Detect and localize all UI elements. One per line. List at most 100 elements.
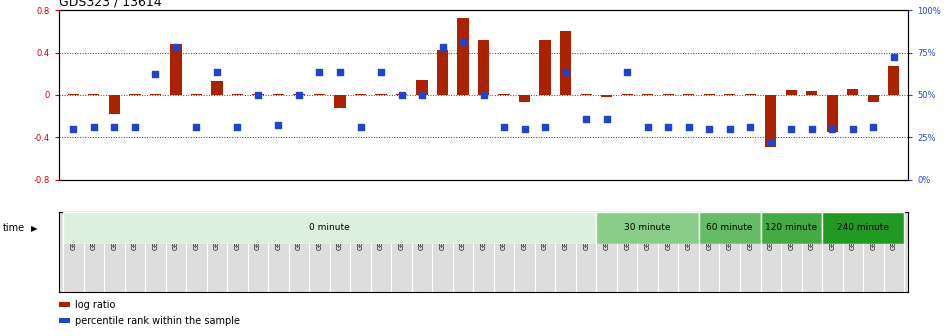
Bar xyxy=(396,94,407,95)
Point xyxy=(825,126,840,132)
Bar xyxy=(314,94,325,95)
Point xyxy=(886,54,902,59)
Point xyxy=(312,69,327,74)
Text: GSM5834: GSM5834 xyxy=(542,218,548,250)
Bar xyxy=(478,40,489,95)
Text: GSM5823: GSM5823 xyxy=(317,218,322,250)
Point xyxy=(353,124,368,129)
Text: GSM5821: GSM5821 xyxy=(276,218,281,250)
Bar xyxy=(699,212,761,244)
Bar xyxy=(622,94,632,95)
Text: GSM5822: GSM5822 xyxy=(296,218,302,250)
Bar xyxy=(888,66,900,95)
Text: GSM5827: GSM5827 xyxy=(398,218,404,250)
Point xyxy=(168,44,184,50)
Bar xyxy=(745,94,756,95)
Text: GSM5843: GSM5843 xyxy=(727,218,732,250)
Point xyxy=(517,126,533,132)
Point xyxy=(661,124,676,129)
Text: GSM5817: GSM5817 xyxy=(193,218,200,250)
Text: GSM5833: GSM5833 xyxy=(521,218,528,250)
Point xyxy=(681,124,696,129)
Text: 30 minute: 30 minute xyxy=(625,223,671,232)
Point xyxy=(640,124,655,129)
Text: GSM5825: GSM5825 xyxy=(358,218,363,250)
Bar xyxy=(596,212,699,244)
Text: GSM5820: GSM5820 xyxy=(255,218,261,250)
Point xyxy=(702,126,717,132)
Text: GSM5847: GSM5847 xyxy=(808,218,815,250)
Text: GSM5851: GSM5851 xyxy=(891,218,897,250)
Point xyxy=(250,92,265,98)
Point xyxy=(578,117,593,122)
Text: GSM5832: GSM5832 xyxy=(501,218,507,250)
Bar xyxy=(663,94,674,95)
Point xyxy=(845,126,861,132)
Bar xyxy=(642,94,653,95)
Bar xyxy=(232,94,243,95)
Point xyxy=(127,124,143,129)
Point xyxy=(230,124,245,129)
Bar xyxy=(704,94,715,95)
Text: 60 minute: 60 minute xyxy=(707,223,753,232)
Text: GSM5845: GSM5845 xyxy=(767,218,774,250)
Bar xyxy=(149,94,161,95)
Point xyxy=(496,124,512,129)
Point xyxy=(291,92,306,98)
Bar xyxy=(766,95,776,147)
Text: GSM5813: GSM5813 xyxy=(111,218,117,250)
Text: GSM5814: GSM5814 xyxy=(132,218,138,250)
Bar xyxy=(867,95,879,102)
Text: GSM5848: GSM5848 xyxy=(829,218,835,250)
Bar xyxy=(68,94,79,95)
Point xyxy=(805,126,820,132)
Text: GSM5836: GSM5836 xyxy=(583,218,590,250)
Bar xyxy=(417,80,428,95)
Point xyxy=(743,124,758,129)
Point xyxy=(722,126,737,132)
Bar xyxy=(355,94,366,95)
Point xyxy=(476,92,491,98)
Bar xyxy=(129,94,141,95)
Point xyxy=(865,124,881,129)
Text: GSM5839: GSM5839 xyxy=(645,218,650,250)
Bar xyxy=(539,40,551,95)
Text: log ratio: log ratio xyxy=(75,300,115,310)
Point xyxy=(558,69,573,74)
Text: time: time xyxy=(3,223,25,234)
Point xyxy=(66,126,81,132)
Point xyxy=(209,69,224,74)
Bar xyxy=(376,94,387,95)
Text: GSM5844: GSM5844 xyxy=(747,218,753,250)
Text: GSM5842: GSM5842 xyxy=(707,218,712,250)
Bar xyxy=(580,94,592,95)
Text: GSM5816: GSM5816 xyxy=(173,218,179,250)
Text: GSM5831: GSM5831 xyxy=(480,218,487,250)
Bar xyxy=(822,212,904,244)
Text: GSM5829: GSM5829 xyxy=(439,218,446,250)
Text: 0 minute: 0 minute xyxy=(309,223,350,232)
Bar xyxy=(170,44,182,95)
Bar xyxy=(211,81,223,95)
Bar xyxy=(786,90,797,95)
Bar xyxy=(457,17,469,95)
Point xyxy=(394,92,409,98)
Text: percentile rank within the sample: percentile rank within the sample xyxy=(75,316,241,326)
Bar xyxy=(191,94,202,95)
Point xyxy=(537,124,553,129)
Point xyxy=(87,124,102,129)
Bar xyxy=(519,95,531,102)
Text: 240 minute: 240 minute xyxy=(837,223,889,232)
Bar xyxy=(498,94,510,95)
Text: GSM5850: GSM5850 xyxy=(870,218,876,250)
Point xyxy=(333,69,348,74)
Point xyxy=(763,139,778,144)
Text: GSM5838: GSM5838 xyxy=(624,218,631,250)
Text: GSM5819: GSM5819 xyxy=(235,218,241,250)
Bar xyxy=(335,95,345,108)
Point xyxy=(147,71,163,76)
Point xyxy=(189,124,204,129)
Bar xyxy=(806,91,818,95)
Text: GSM5840: GSM5840 xyxy=(665,218,671,250)
Text: GDS323 / 13614: GDS323 / 13614 xyxy=(59,0,162,9)
